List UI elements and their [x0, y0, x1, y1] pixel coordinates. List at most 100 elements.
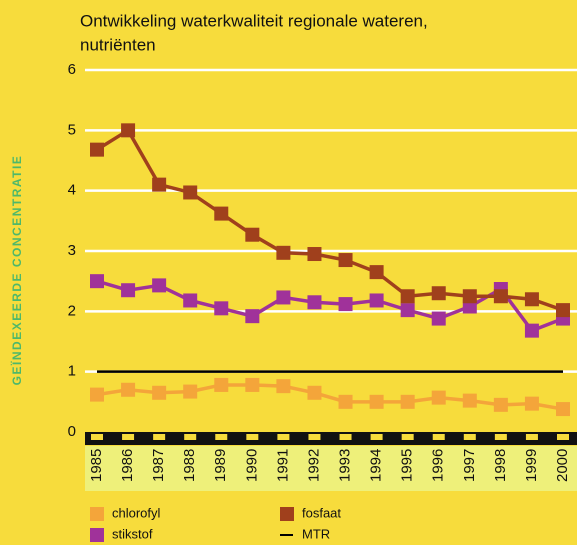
marker [556, 402, 570, 417]
marker [493, 397, 508, 412]
x-axis-tick [432, 434, 445, 440]
chart-subtitle: nutriënten [80, 35, 156, 54]
marker [369, 394, 384, 409]
series-line [96, 279, 564, 333]
marker [307, 295, 322, 310]
x-axis-tick [215, 434, 228, 440]
x-axis-tick [525, 434, 538, 440]
x-axis-tick [122, 434, 135, 440]
x-axis-tick [557, 434, 569, 440]
legend-label: MTR [302, 526, 330, 541]
marker [556, 303, 570, 318]
x-tick-label: 1996 [430, 449, 447, 482]
x-tick-label: 1991 [274, 449, 291, 482]
x-axis-tick [91, 434, 103, 440]
x-axis-tick [401, 434, 414, 440]
marker [400, 303, 415, 318]
marker [524, 323, 539, 338]
x-axis-tick [184, 434, 197, 440]
y-tick-label: 1 [68, 363, 76, 380]
marker [431, 311, 446, 326]
x-tick-label: 1985 [88, 449, 105, 482]
legend-swatch [280, 507, 294, 521]
x-axis-tick [463, 434, 476, 440]
x-label-band [85, 446, 577, 491]
marker [90, 387, 104, 402]
marker [245, 309, 260, 324]
y-tick-label: 4 [68, 182, 76, 199]
marker [183, 384, 198, 399]
marker [276, 290, 291, 305]
marker [245, 377, 260, 392]
legend-swatch [90, 507, 104, 521]
marker [400, 289, 415, 304]
marker [152, 177, 167, 192]
legend-label: chlorofyl [112, 505, 161, 520]
x-tick-label: 1993 [337, 449, 354, 482]
marker [152, 278, 167, 293]
x-axis-tick [153, 434, 166, 440]
marker [400, 394, 415, 409]
chart-title: Ontwikkeling waterkwaliteit regionale wa… [80, 11, 428, 30]
marker [152, 385, 167, 400]
marker [431, 286, 446, 301]
marker [369, 265, 384, 280]
marker [183, 293, 198, 308]
marker [307, 247, 322, 262]
marker [524, 396, 539, 411]
series-line [96, 127, 564, 312]
x-axis-tick [246, 434, 259, 440]
marker [369, 293, 384, 308]
marker [338, 253, 353, 268]
marker [462, 393, 477, 408]
x-tick-label: 1997 [461, 449, 478, 482]
marker [121, 283, 136, 298]
marker [462, 289, 477, 304]
marker [90, 142, 104, 157]
marker [245, 227, 260, 242]
marker [183, 185, 198, 200]
x-tick-label: 1994 [368, 449, 385, 482]
x-axis-tick [370, 434, 383, 440]
marker [338, 394, 353, 409]
x-tick-label: 1995 [399, 449, 416, 482]
x-tick-label: 1986 [119, 449, 136, 482]
x-axis-tick [339, 434, 352, 440]
x-tick-label: 1989 [212, 449, 229, 482]
y-tick-label: 3 [68, 242, 76, 259]
legend-swatch [90, 528, 104, 542]
marker [276, 379, 291, 394]
x-tick-label: 2000 [554, 449, 571, 482]
y-tick-label: 0 [68, 423, 76, 440]
marker [493, 289, 508, 304]
y-tick-label: 2 [68, 302, 76, 319]
x-axis-tick [277, 434, 290, 440]
x-tick-label: 1999 [523, 449, 540, 482]
marker [214, 377, 229, 392]
x-tick-label: 1990 [243, 449, 260, 482]
marker [121, 123, 136, 138]
y-tick-label: 6 [68, 61, 76, 78]
x-axis [85, 432, 577, 445]
x-tick-label: 1998 [492, 449, 509, 482]
y-axis-label: GEÏNDEXEERDE CONCENTRATIE [9, 155, 24, 386]
marker [307, 385, 322, 400]
x-tick-label: 1988 [181, 449, 198, 482]
marker [121, 382, 136, 397]
x-tick-label: 1992 [305, 449, 322, 482]
x-axis-tick [308, 434, 321, 440]
legend-label: fosfaat [302, 505, 341, 520]
legend-label: stikstof [112, 526, 153, 541]
y-tick-label: 5 [68, 121, 76, 138]
marker [431, 390, 446, 405]
marker [214, 206, 229, 221]
series-line [96, 383, 564, 411]
marker [90, 274, 104, 289]
marker [338, 297, 353, 312]
marker [276, 245, 291, 260]
marker [524, 292, 539, 307]
x-axis-tick [494, 434, 507, 440]
x-tick-label: 1987 [150, 449, 167, 482]
marker [214, 301, 229, 316]
